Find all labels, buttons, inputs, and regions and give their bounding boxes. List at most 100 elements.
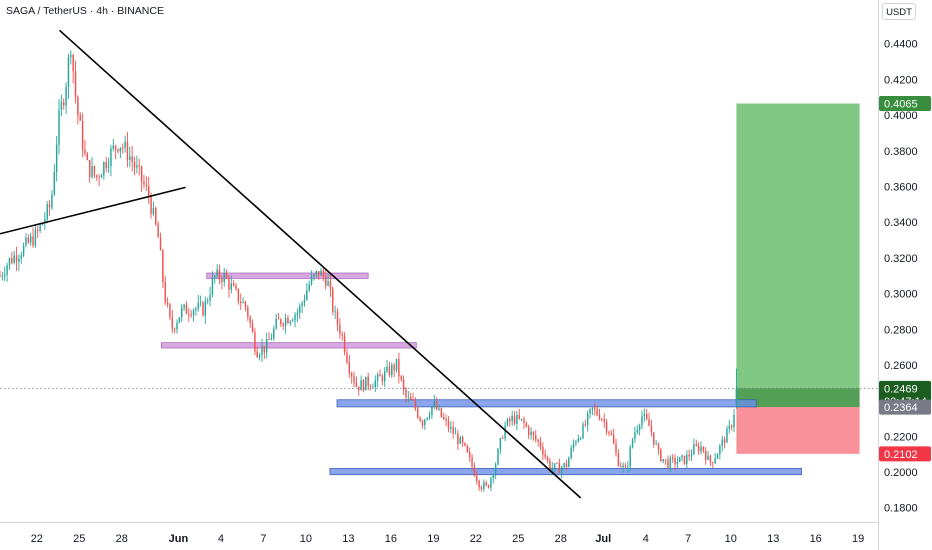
candle-body <box>435 401 438 410</box>
candle-body <box>702 446 705 451</box>
candle <box>563 462 565 470</box>
candle <box>84 140 86 157</box>
candle-body <box>440 408 443 418</box>
candle-body <box>350 373 353 377</box>
candle <box>586 410 589 432</box>
candle <box>171 310 174 334</box>
candle-body <box>695 444 697 446</box>
candle <box>393 362 395 378</box>
candle-body <box>565 463 568 468</box>
candle-body <box>270 338 273 340</box>
candle-body <box>629 447 631 467</box>
candle <box>313 273 315 281</box>
candle-body <box>51 194 53 208</box>
candle <box>0 270 1 277</box>
candle <box>594 402 596 416</box>
candle <box>79 112 81 121</box>
candle-body <box>114 145 117 150</box>
candle-body <box>79 115 81 121</box>
candle <box>638 423 641 436</box>
candle <box>173 327 176 334</box>
candle-body <box>468 452 471 458</box>
candle-body <box>516 414 518 424</box>
candle-body <box>358 386 360 391</box>
candle <box>681 454 683 462</box>
currency-button[interactable]: USDT <box>882 3 916 20</box>
candle <box>138 158 140 176</box>
candle <box>81 112 84 158</box>
x-tick-label: Jul <box>595 533 611 545</box>
candle-body <box>530 431 532 436</box>
candle <box>480 485 483 492</box>
candle <box>468 447 471 462</box>
candle <box>60 94 63 117</box>
candle <box>254 328 256 356</box>
candle <box>211 271 214 298</box>
y-tick-label: 0.4000 <box>884 110 918 122</box>
candle-body <box>138 165 140 167</box>
candle <box>176 319 178 334</box>
candle <box>70 50 72 65</box>
candle <box>350 371 353 384</box>
candle <box>395 358 398 373</box>
candle <box>438 404 440 412</box>
candle <box>636 424 638 435</box>
candle <box>653 432 655 448</box>
candle <box>237 288 240 305</box>
candle <box>261 338 263 362</box>
candle <box>247 305 249 322</box>
candle <box>91 156 93 179</box>
candle-body <box>610 433 613 435</box>
candle <box>688 449 690 461</box>
candle-body <box>645 413 648 419</box>
candle-body <box>478 480 480 488</box>
candle <box>598 408 601 421</box>
candle-body <box>277 318 280 320</box>
candle-body <box>171 317 174 329</box>
candle <box>476 471 478 485</box>
candle-body <box>86 153 89 160</box>
candle <box>8 257 11 270</box>
y-tick-label: 0.3400 <box>884 217 918 229</box>
candle-body <box>476 475 478 481</box>
candle <box>513 411 516 426</box>
candle <box>324 269 327 290</box>
candle <box>129 146 131 168</box>
candle-body <box>129 156 131 160</box>
candle <box>501 435 504 440</box>
candle <box>671 454 674 463</box>
candle <box>275 313 277 330</box>
candle-body <box>501 438 504 439</box>
candle <box>336 308 339 332</box>
candle-body <box>339 324 341 335</box>
candle <box>51 190 53 211</box>
candle <box>362 378 365 393</box>
candle-body <box>306 290 308 300</box>
candle <box>197 294 199 312</box>
y-tick-label: 0.4400 <box>884 39 918 51</box>
candle <box>218 264 221 285</box>
candle <box>329 274 332 297</box>
candle <box>178 317 181 324</box>
candle <box>143 174 145 189</box>
candle <box>435 397 438 411</box>
candle <box>723 436 726 449</box>
candle-body <box>261 346 263 356</box>
candle <box>140 165 143 192</box>
candle <box>466 444 469 453</box>
candle-body <box>560 467 563 473</box>
candle-body <box>686 454 688 464</box>
candle-body <box>383 371 386 382</box>
candle <box>702 446 705 454</box>
candle-body <box>735 388 738 406</box>
candle <box>32 227 34 248</box>
candle <box>546 455 549 464</box>
candle <box>214 274 216 284</box>
candle <box>126 131 129 168</box>
open-pnl-zone <box>736 388 860 408</box>
candle-body <box>603 419 605 422</box>
candle-body <box>598 414 601 420</box>
candle-body <box>480 487 483 489</box>
x-tick-label: 25 <box>73 533 85 545</box>
